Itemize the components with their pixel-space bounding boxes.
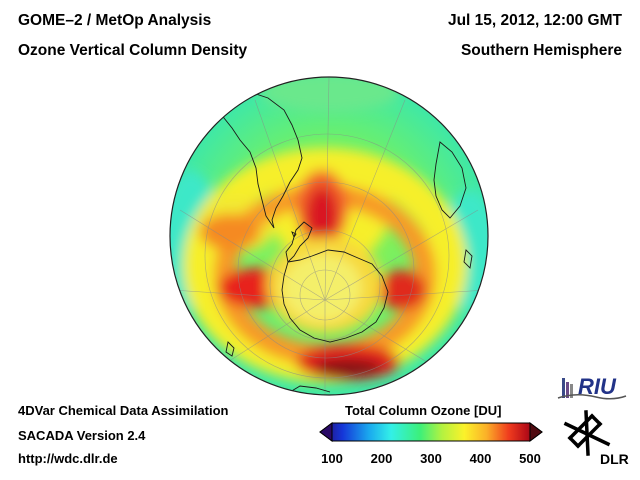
colorbar-tick: 400: [469, 451, 492, 466]
colorbar: [319, 422, 543, 442]
dlr-logo: DLR: [563, 410, 629, 467]
colorbar-tick: 500: [519, 451, 541, 466]
colorbar-min-arrow: [319, 422, 333, 442]
title-datetime: Jul 15, 2012, 12:00 GMT: [447, 12, 622, 29]
riu-logo-text: RIU: [578, 374, 617, 399]
footer-method: 4DVar Chemical Data Assimilation: [18, 403, 229, 418]
footer-url[interactable]: http://wdc.dlr.de: [18, 451, 118, 466]
dlr-logo-text: DLR: [600, 451, 629, 467]
title-satellite: GOME–2 / MetOp Analysis: [18, 12, 212, 29]
colorbar-max-arrow: [529, 422, 543, 442]
riu-logo: RIU: [557, 374, 627, 400]
colorbar-title: Total Column Ozone [DU]: [345, 403, 502, 418]
ozone-globe-map: [169, 76, 489, 396]
footer-version: SACADA Version 2.4: [18, 428, 146, 443]
colorbar-tick: 200: [370, 451, 393, 466]
graticule: [171, 77, 488, 395]
ozone-field: [170, 77, 488, 382]
globe-outline: [169, 76, 489, 396]
colorbar-tick: 100: [321, 451, 343, 466]
colorbar-tick: 300: [420, 451, 442, 466]
coastlines: [217, 91, 473, 393]
title-region: Southern Hemisphere: [460, 42, 622, 59]
title-quantity: Ozone Vertical Column Density: [18, 42, 248, 59]
